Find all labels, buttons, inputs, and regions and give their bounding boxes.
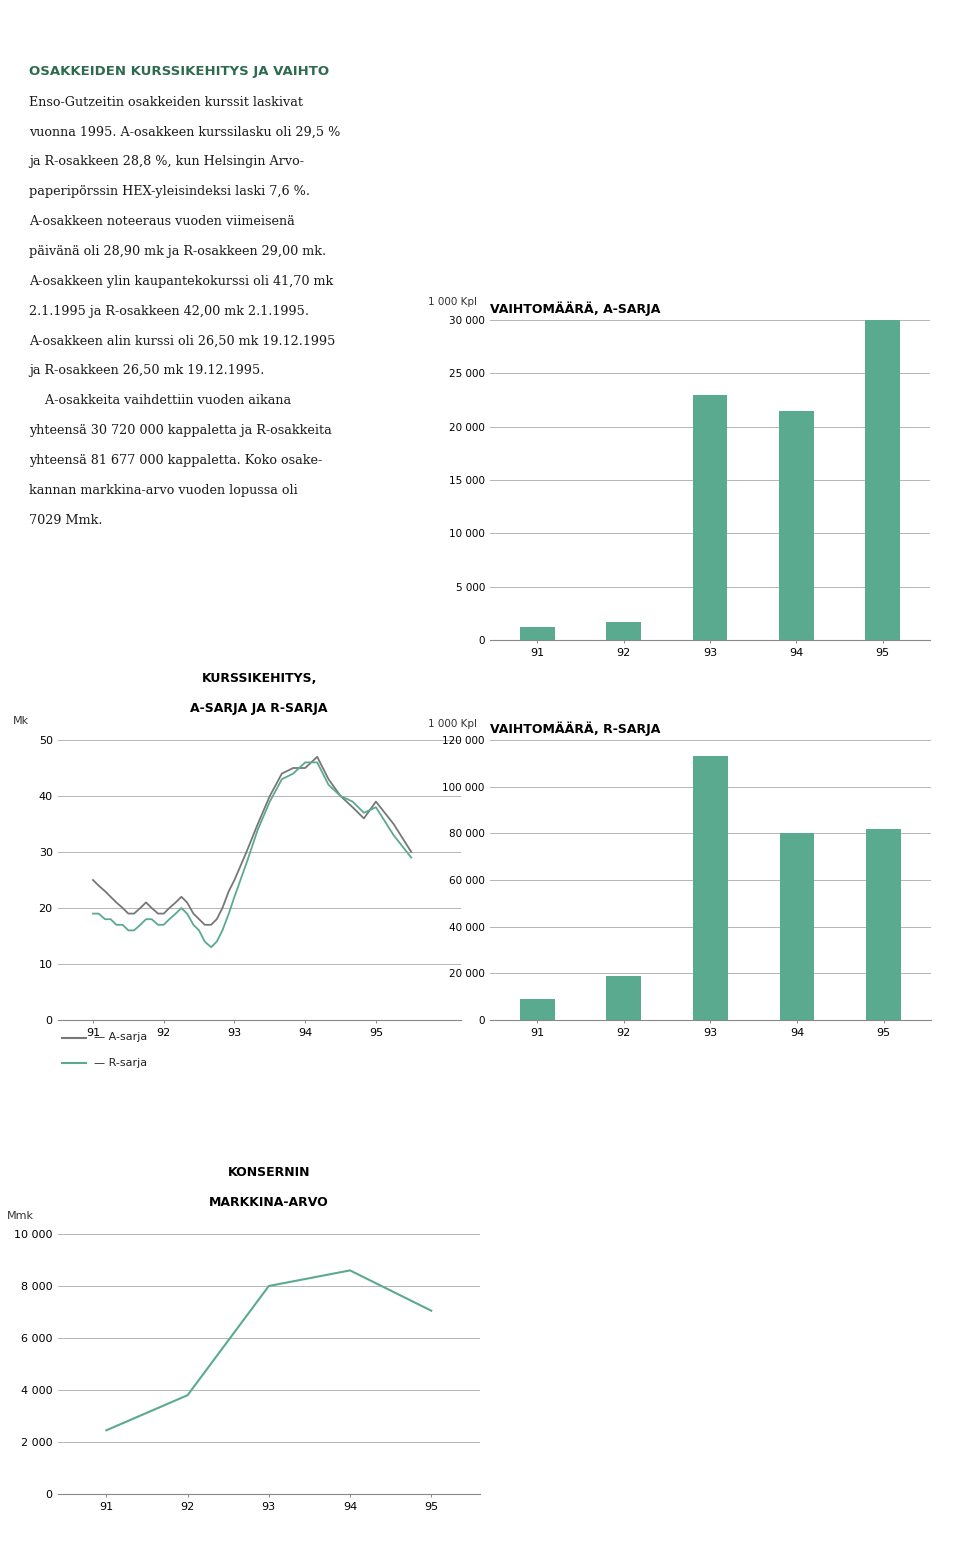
Text: yhteensä 81 677 000 kappaletta. Koko osake-: yhteensä 81 677 000 kappaletta. Koko osa… (29, 454, 322, 466)
Text: A-osakkeen noteeraus vuoden viimeisenä: A-osakkeen noteeraus vuoden viimeisenä (29, 215, 295, 229)
Bar (520, 627, 555, 641)
Bar (607, 622, 641, 641)
Text: VAIHTOMÄÄRÄ, R-SARJA: VAIHTOMÄÄRÄ, R-SARJA (490, 721, 660, 736)
Text: Enso-Gutzeitin osakkeiden kurssit laskivat: Enso-Gutzeitin osakkeiden kurssit laskiv… (29, 96, 302, 108)
Text: MARKKINA-ARVO: MARKKINA-ARVO (209, 1197, 328, 1209)
Text: 1 000 Kpl: 1 000 Kpl (428, 296, 477, 307)
Text: 1 000 Kpl: 1 000 Kpl (428, 720, 477, 729)
Text: Mk: Mk (13, 716, 30, 726)
Text: — A-sarja: — A-sarja (94, 1033, 147, 1042)
Text: — R-sarja: — R-sarja (94, 1058, 147, 1067)
Bar (520, 999, 555, 1021)
Bar (607, 976, 641, 1021)
Text: kannan markkina-arvo vuoden lopussa oli: kannan markkina-arvo vuoden lopussa oli (29, 483, 298, 497)
Text: 2.1.1995 ja R-osakkeen 42,00 mk 2.1.1995.: 2.1.1995 ja R-osakkeen 42,00 mk 2.1.1995… (29, 304, 309, 318)
Bar (780, 834, 814, 1021)
Bar (866, 829, 900, 1021)
Text: VAIHTOMÄÄRÄ, A-SARJA: VAIHTOMÄÄRÄ, A-SARJA (490, 301, 660, 317)
Text: Mmk: Mmk (7, 1210, 34, 1221)
Text: A-osakkeita vaihdettiin vuoden aikana: A-osakkeita vaihdettiin vuoden aikana (29, 394, 291, 408)
Text: Osakkeet ja osakkeenomistajat: Osakkeet ja osakkeenomistajat (13, 11, 273, 29)
Text: päivänä oli 28,90 mk ja R-osakkeen 29,00 mk.: päivänä oli 28,90 mk ja R-osakkeen 29,00… (29, 245, 326, 258)
Text: 7029 Mmk.: 7029 Mmk. (29, 514, 103, 527)
Bar (693, 395, 728, 641)
Bar (865, 312, 900, 641)
Bar (779, 411, 813, 641)
Text: OSAKKEIDEN KURSSIKEHITYS JA VAIHTO: OSAKKEIDEN KURSSIKEHITYS JA VAIHTO (29, 65, 329, 79)
Text: A-osakkeen ylin kaupantekokurssi oli 41,70 mk: A-osakkeen ylin kaupantekokurssi oli 41,… (29, 275, 333, 287)
Text: ja R-osakkeen 26,50 mk 19.12.1995.: ja R-osakkeen 26,50 mk 19.12.1995. (29, 364, 264, 377)
Text: ja R-osakkeen 28,8 %, kun Helsingin Arvo-: ja R-osakkeen 28,8 %, kun Helsingin Arvo… (29, 156, 303, 168)
Text: yhteensä 30 720 000 kappaletta ja R-osakkeita: yhteensä 30 720 000 kappaletta ja R-osak… (29, 425, 331, 437)
Text: A-SARJA JA R-SARJA: A-SARJA JA R-SARJA (190, 703, 328, 715)
Text: paperipörssin HEX-yleisindeksi laski 7,6 %.: paperipörssin HEX-yleisindeksi laski 7,6… (29, 185, 310, 198)
Text: KONSERNIN: KONSERNIN (228, 1166, 310, 1180)
Text: vuonna 1995. A-osakkeen kurssilasku oli 29,5 %: vuonna 1995. A-osakkeen kurssilasku oli … (29, 125, 340, 139)
Text: A-osakkeen alin kurssi oli 26,50 mk 19.12.1995: A-osakkeen alin kurssi oli 26,50 mk 19.1… (29, 335, 335, 347)
Text: KURSSIKEHITYS,: KURSSIKEHITYS, (202, 672, 317, 686)
Bar (693, 757, 728, 1021)
